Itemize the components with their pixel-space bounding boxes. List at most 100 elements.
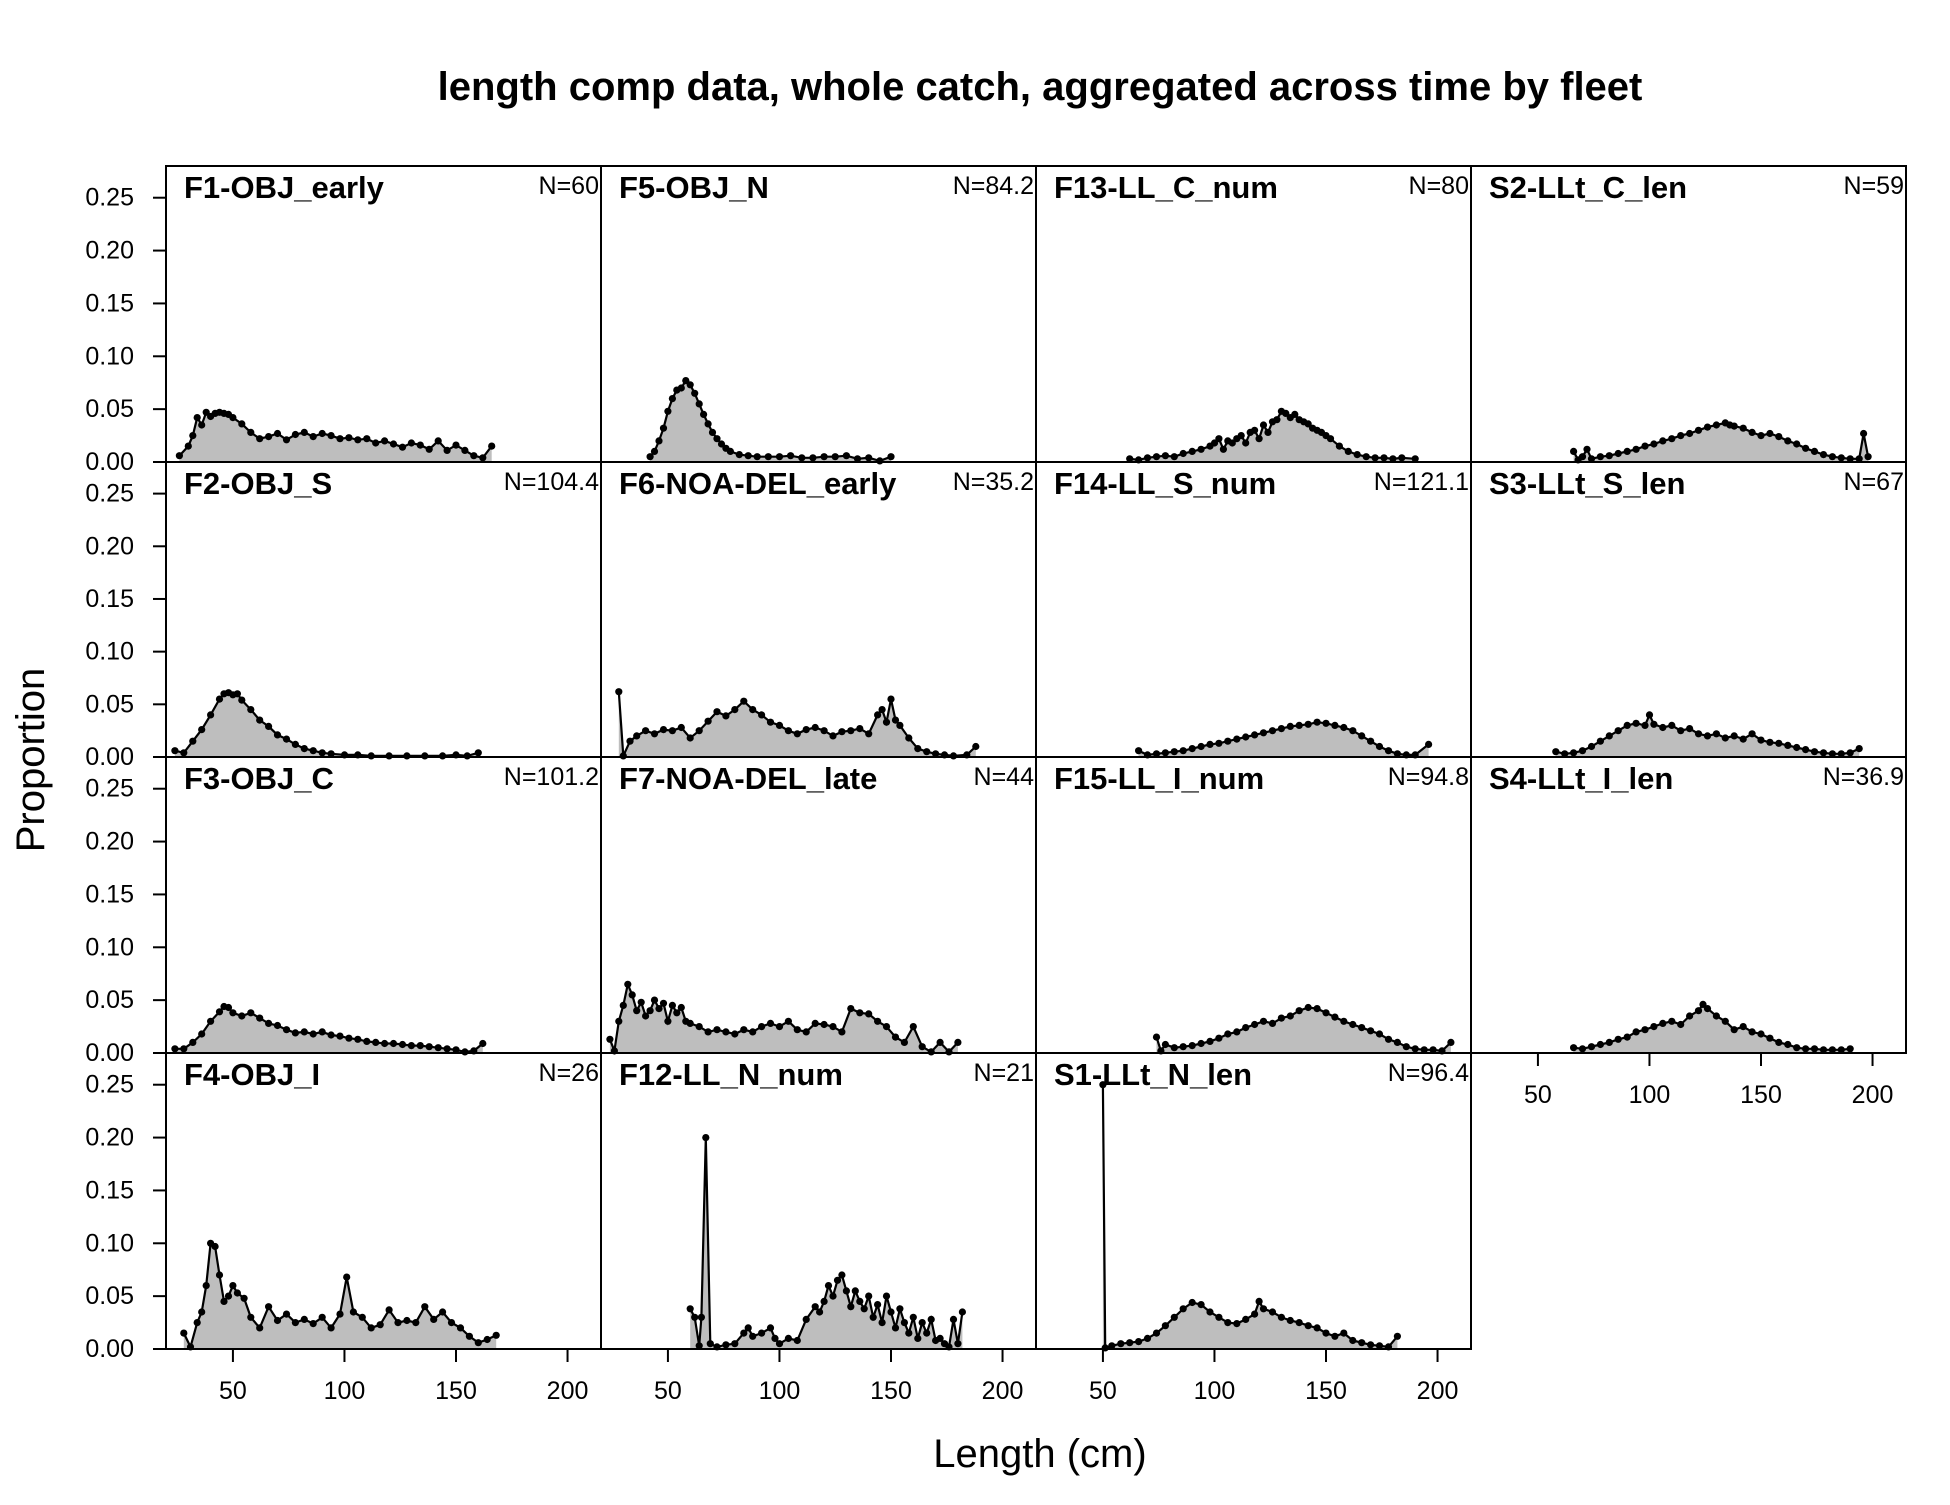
data-point [1143, 1334, 1152, 1342]
y-tick-label: 0.05 [85, 395, 134, 423]
y-tick-label: 0.20 [85, 532, 134, 560]
data-point [309, 747, 317, 755]
data-point [465, 1332, 473, 1340]
data-point [860, 1305, 868, 1313]
data-point [650, 996, 659, 1004]
data-point [905, 734, 913, 742]
data-point [318, 1313, 326, 1321]
data-point [856, 1009, 864, 1017]
data-point [633, 732, 641, 740]
data-point [1802, 746, 1810, 754]
data-point [1219, 445, 1227, 453]
data-point [1784, 437, 1792, 445]
panel-n-label: N=101.2 [504, 763, 599, 791]
data-point [1152, 1329, 1161, 1337]
data-point [1425, 740, 1433, 749]
data-point [1358, 732, 1366, 740]
data-point [1846, 749, 1854, 757]
data-point [479, 454, 487, 462]
data-point [749, 1332, 757, 1340]
data-point [891, 1033, 900, 1041]
data-point [1268, 727, 1277, 735]
data-point [398, 1040, 407, 1049]
data-point [655, 437, 663, 445]
y-tick-label: 0.00 [85, 448, 134, 476]
data-point [300, 428, 308, 436]
data-point [878, 706, 886, 714]
panel-title: S4-LLt_I_len [1489, 761, 1673, 796]
data-point [758, 711, 766, 719]
data-point [171, 747, 179, 755]
data-point [932, 750, 940, 758]
data-point [1614, 727, 1622, 735]
data-point [642, 727, 650, 735]
data-point [492, 1331, 500, 1339]
data-point [452, 441, 460, 449]
data-point [175, 452, 183, 460]
data-point [189, 737, 197, 745]
data-point [1384, 1035, 1393, 1043]
data-point [1855, 455, 1863, 463]
data-point [189, 1038, 197, 1046]
panel-n-label: N=104.4 [504, 468, 599, 496]
data-point [775, 721, 784, 730]
data-point [265, 433, 273, 441]
data-point [1596, 1040, 1604, 1049]
data-point [1362, 453, 1370, 461]
panel-title: F7-NOA-DEL_late [619, 761, 877, 796]
data-point [695, 727, 703, 735]
data-point [229, 414, 237, 422]
panel-title: F2-OBJ_S [184, 466, 332, 501]
data-point [831, 453, 839, 461]
data-point [655, 1005, 663, 1013]
data-point [1286, 722, 1294, 731]
data-point [1233, 735, 1241, 743]
x-tick-label: 50 [1089, 1377, 1117, 1405]
data-point [336, 435, 344, 443]
data-point [882, 1023, 891, 1031]
data-point [1784, 1040, 1792, 1049]
panel-n-label: N=26 [539, 1059, 599, 1087]
data-point [381, 1039, 389, 1048]
data-point [1641, 721, 1649, 730]
data-point [1828, 750, 1836, 758]
data-point [1367, 737, 1375, 745]
x-tick-label: 150 [1305, 1377, 1347, 1405]
data-point [345, 1034, 353, 1042]
data-point [1757, 1030, 1765, 1038]
data-point [874, 711, 882, 719]
data-point [1552, 748, 1560, 756]
area-fill [1573, 422, 1869, 462]
data-point [1188, 1298, 1196, 1307]
data-point [1587, 455, 1596, 463]
panel-title: F14-LL_S_num [1054, 466, 1276, 501]
data-point [1242, 1315, 1250, 1323]
data-point [265, 1019, 273, 1027]
data-point [1570, 447, 1578, 455]
y-tick-label: 0.15 [85, 585, 134, 613]
data-point [1349, 727, 1357, 735]
data-point [421, 1303, 429, 1311]
data-point [697, 1313, 706, 1321]
data-point [1668, 435, 1676, 443]
data-point [695, 1342, 703, 1350]
data-point [1210, 439, 1219, 447]
data-point [247, 428, 255, 436]
data-point [1686, 725, 1694, 733]
data-point [1668, 1017, 1676, 1025]
data-point [1358, 1339, 1366, 1347]
panel-n-label: N=84.2 [953, 172, 1034, 200]
data-point [376, 1321, 384, 1329]
data-point [744, 452, 752, 460]
data-point [1313, 1005, 1321, 1013]
data-point [367, 1324, 375, 1332]
y-tick-label: 0.00 [85, 1039, 134, 1067]
data-point [273, 1316, 282, 1325]
data-point [1793, 1044, 1801, 1052]
data-point [820, 1020, 828, 1029]
data-point [1748, 730, 1756, 738]
data-point [1793, 440, 1801, 448]
data-point [207, 711, 215, 719]
data-point [1864, 453, 1872, 461]
